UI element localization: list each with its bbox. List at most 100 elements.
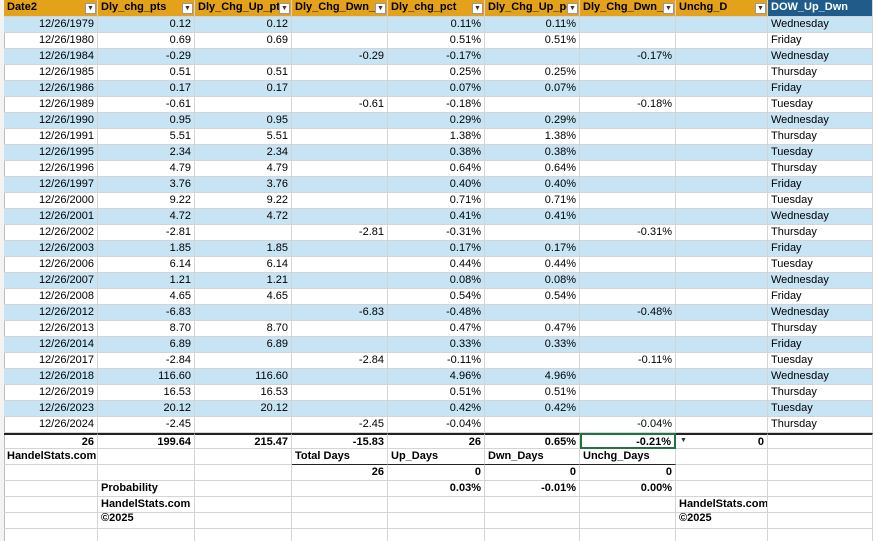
cell bbox=[580, 161, 676, 177]
cell: 0.38% bbox=[388, 145, 485, 161]
cell: 12/26/2007 bbox=[4, 273, 98, 289]
cell: -6.83 bbox=[292, 305, 388, 321]
cell: -0.17% bbox=[388, 49, 485, 65]
column-header: Dly_chg_pts bbox=[98, 0, 195, 17]
cell: Wednesday bbox=[768, 209, 873, 225]
empty-cell bbox=[485, 529, 580, 541]
credit-year: ©2025 bbox=[98, 511, 195, 525]
cell: 8.70 bbox=[98, 321, 195, 337]
cell: 0.11% bbox=[485, 17, 580, 33]
cell bbox=[292, 289, 388, 305]
total-cell: 0 bbox=[676, 433, 768, 449]
cell bbox=[292, 65, 388, 81]
cell bbox=[580, 33, 676, 49]
cell: 12/26/1984 bbox=[4, 49, 98, 65]
cell: 0.47% bbox=[388, 321, 485, 337]
filter-button[interactable]: ▼ bbox=[663, 3, 674, 14]
cell bbox=[676, 385, 768, 401]
cell bbox=[195, 417, 292, 433]
cell: 12/26/1979 bbox=[4, 17, 98, 33]
cell: 0.51% bbox=[485, 385, 580, 401]
cell bbox=[292, 209, 388, 225]
cell: 0.17 bbox=[98, 81, 195, 97]
filter-button[interactable]: ▼ bbox=[182, 3, 193, 14]
total-cell: -0.21% bbox=[580, 433, 676, 449]
filter-button[interactable]: ▼ bbox=[472, 3, 483, 14]
empty-cell bbox=[676, 481, 768, 497]
empty-cell bbox=[4, 529, 98, 541]
cell bbox=[676, 145, 768, 161]
cell bbox=[676, 337, 768, 353]
filter-button[interactable]: ▼ bbox=[279, 3, 290, 14]
cell: 0.38% bbox=[485, 145, 580, 161]
cell: 12/26/2013 bbox=[4, 321, 98, 337]
cell: 1.21 bbox=[195, 273, 292, 289]
cell bbox=[195, 305, 292, 321]
filter-button[interactable]: ▼ bbox=[567, 3, 578, 14]
cell: 5.51 bbox=[98, 129, 195, 145]
cell: 0.08% bbox=[388, 273, 485, 289]
cell: -0.48% bbox=[580, 305, 676, 321]
total-cell: 215.47 bbox=[195, 433, 292, 449]
cell: Wednesday bbox=[768, 49, 873, 65]
cell bbox=[676, 49, 768, 65]
empty-cell bbox=[768, 481, 873, 497]
column-header: Dly_Chg_Up_pc bbox=[485, 0, 580, 17]
site-label: HandelStats.com bbox=[4, 449, 98, 465]
cell: -0.29 bbox=[98, 49, 195, 65]
cell bbox=[580, 145, 676, 161]
cell: 3.76 bbox=[98, 177, 195, 193]
cell: Tuesday bbox=[768, 193, 873, 209]
cell bbox=[580, 321, 676, 337]
filter-button[interactable]: ▼ bbox=[85, 3, 96, 14]
summary-count: 0 bbox=[388, 465, 485, 481]
cell bbox=[676, 17, 768, 33]
cell: 9.22 bbox=[195, 193, 292, 209]
cell bbox=[580, 401, 676, 417]
dropdown-button[interactable]: ▼ bbox=[678, 436, 689, 447]
cell bbox=[676, 273, 768, 289]
cell: 6.14 bbox=[195, 257, 292, 273]
cell: 0.69 bbox=[98, 33, 195, 49]
empty-cell bbox=[768, 529, 873, 541]
filter-button[interactable]: ▼ bbox=[375, 3, 386, 14]
cell: 4.72 bbox=[98, 209, 195, 225]
total-cell: -15.83 bbox=[292, 433, 388, 449]
summary-count: 0 bbox=[580, 465, 676, 481]
cell bbox=[580, 129, 676, 145]
cell bbox=[292, 33, 388, 49]
cell: 0.54% bbox=[485, 289, 580, 305]
cell: -6.83 bbox=[98, 305, 195, 321]
cell: -0.18% bbox=[580, 97, 676, 113]
cell: -0.04% bbox=[580, 417, 676, 433]
cell: 0.47% bbox=[485, 321, 580, 337]
summary-label: Total Days bbox=[292, 449, 388, 465]
cell: 0.07% bbox=[485, 81, 580, 97]
cell bbox=[292, 81, 388, 97]
cell: 0.71% bbox=[485, 193, 580, 209]
cell: 12/26/2017 bbox=[4, 353, 98, 369]
empty-cell bbox=[195, 513, 292, 529]
summary-label: Up_Days bbox=[388, 449, 485, 465]
filter-button[interactable]: ▼ bbox=[755, 3, 766, 14]
cell bbox=[195, 49, 292, 65]
empty-cell bbox=[580, 497, 676, 513]
cell: -0.11% bbox=[388, 353, 485, 369]
cell bbox=[580, 177, 676, 193]
empty-cell bbox=[98, 449, 195, 465]
cell: 0.71% bbox=[388, 193, 485, 209]
cell bbox=[676, 97, 768, 113]
cell bbox=[676, 305, 768, 321]
empty-cell bbox=[676, 465, 768, 481]
cell bbox=[580, 113, 676, 129]
cell bbox=[292, 113, 388, 129]
empty-cell bbox=[676, 449, 768, 465]
cell bbox=[676, 65, 768, 81]
cell: 4.79 bbox=[195, 161, 292, 177]
cell bbox=[485, 49, 580, 65]
summary-count: 26 bbox=[292, 465, 388, 481]
empty-cell bbox=[485, 497, 580, 513]
cell bbox=[580, 193, 676, 209]
cell bbox=[292, 257, 388, 273]
empty-cell bbox=[195, 449, 292, 465]
